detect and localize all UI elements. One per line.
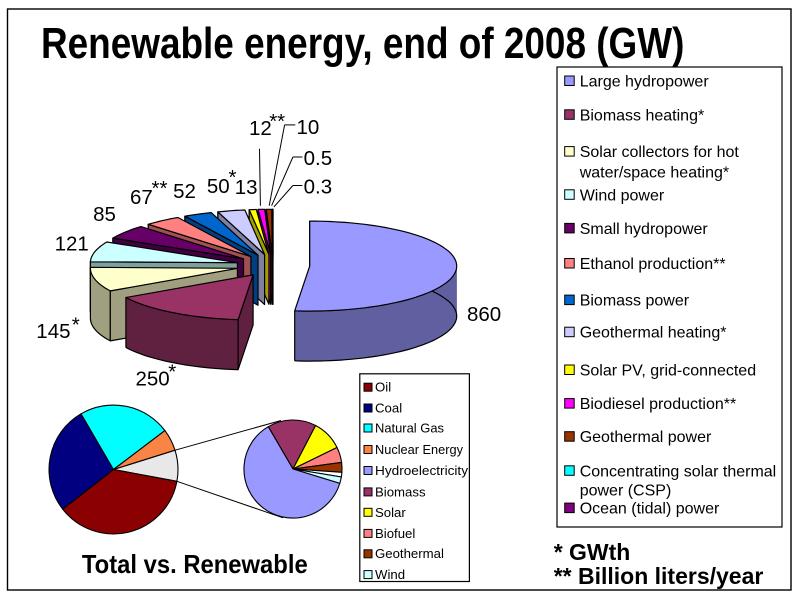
svg-text:Coal: Coal [375,400,402,415]
svg-text:Ocean (tidal) power: Ocean (tidal) power [580,501,720,518]
svg-text:Wind power: Wind power [580,187,665,204]
svg-text:85: 85 [93,203,116,226]
svg-text:*: * [72,314,80,337]
svg-text:67: 67 [130,186,153,209]
svg-text:** Billion liters/year: ** Billion liters/year [554,563,764,589]
svg-text:10: 10 [297,116,320,139]
svg-text:water/space heating*: water/space heating* [579,164,729,181]
svg-text:Geothermal heating*: Geothermal heating* [580,325,727,342]
svg-text:Concentrating solar thermal: Concentrating solar thermal [580,463,777,480]
svg-text:Biomass: Biomass [375,484,426,499]
svg-text:Nuclear Energy: Nuclear Energy [375,442,463,457]
svg-text:50: 50 [207,175,230,198]
svg-text:Small hydropower: Small hydropower [580,221,709,238]
svg-text:13: 13 [235,176,258,199]
svg-text:145: 145 [36,320,70,343]
svg-text:Ethanol production**: Ethanol production** [580,256,726,273]
svg-text:Geothermal: Geothermal [375,546,444,561]
svg-text:power (CSP): power (CSP) [580,483,672,500]
svg-text:12: 12 [249,117,272,140]
svg-text:Renewable energy, end of 2008: Renewable energy, end of 2008 (GW) [41,18,684,68]
svg-text:Hydroelectricity: Hydroelectricity [375,463,468,478]
svg-text:Natural Gas: Natural Gas [375,420,444,435]
svg-text:* GWth: * GWth [554,539,631,565]
svg-text:Solar: Solar [375,505,406,520]
svg-text:Biomass heating*: Biomass heating* [580,107,705,124]
svg-text:Biodiesel production**: Biodiesel production** [580,396,737,413]
svg-text:**: ** [152,177,168,200]
svg-text:Large hydropower: Large hydropower [580,74,710,91]
svg-text:860: 860 [467,303,501,326]
svg-text:0.5: 0.5 [304,147,333,170]
svg-text:121: 121 [55,232,89,255]
svg-text:**: ** [269,110,285,133]
svg-text:*: * [229,166,237,189]
svg-text:Solar collectors for hot: Solar collectors for hot [580,144,740,161]
svg-text:Geothermal power: Geothermal power [580,429,712,446]
svg-text:52: 52 [173,180,196,203]
svg-text:Total vs. Renewable: Total vs. Renewable [82,550,308,579]
svg-text:Biofuel: Biofuel [375,526,415,541]
svg-text:0.3: 0.3 [304,175,333,198]
svg-text:Solar PV, grid-connected: Solar PV, grid-connected [580,363,756,380]
svg-text:Oil: Oil [375,380,391,395]
svg-text:*: * [168,361,176,384]
svg-text:250: 250 [136,367,170,390]
svg-text:Biomass power: Biomass power [580,293,690,310]
svg-text:Wind: Wind [375,567,405,582]
